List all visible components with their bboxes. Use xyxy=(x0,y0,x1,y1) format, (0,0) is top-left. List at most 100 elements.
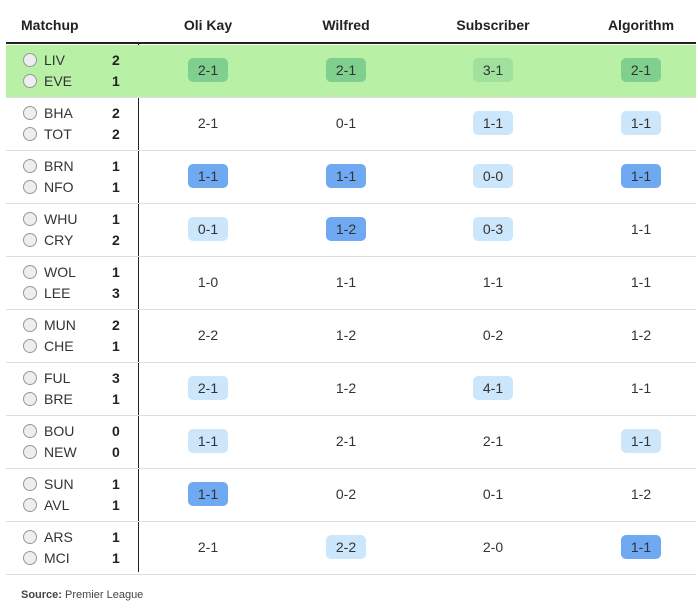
team-crest xyxy=(23,180,37,194)
away-score: 1 xyxy=(112,179,120,195)
prediction: 2-2 xyxy=(326,535,366,559)
prediction: 2-1 xyxy=(621,58,661,82)
away-team: EVE xyxy=(44,73,73,89)
team-crest xyxy=(23,477,37,491)
prediction: 1-0 xyxy=(197,274,219,290)
away-score: 1 xyxy=(112,391,120,407)
prediction: 0-1 xyxy=(188,217,228,241)
prediction: 2-1 xyxy=(335,433,357,449)
team-crest xyxy=(23,551,37,565)
home-team: ARS xyxy=(44,529,73,545)
away-score: 1 xyxy=(112,550,120,566)
match-row: BRN NFO 1 1 1-1 1-1 0-0 1-1 xyxy=(6,151,696,204)
prediction: 1-1 xyxy=(188,429,228,453)
prediction: 3-1 xyxy=(473,58,513,82)
away-team: CRY xyxy=(44,232,74,248)
header-rule xyxy=(6,42,696,44)
source-label: Source: xyxy=(21,589,62,601)
away-team: NEW xyxy=(44,444,77,460)
header-column: Algorithm xyxy=(607,17,675,33)
away-team: MCI xyxy=(44,550,70,566)
team-crest xyxy=(23,424,37,438)
prediction: 1-1 xyxy=(188,482,228,506)
home-team: BOU xyxy=(44,423,75,439)
home-team: LIV xyxy=(44,52,66,68)
match-row: ARS MCI 1 1 2-1 2-2 2-0 1-1 xyxy=(6,522,696,575)
prediction: 1-1 xyxy=(482,274,504,290)
prediction: 2-0 xyxy=(482,539,504,555)
prediction: 1-1 xyxy=(621,429,661,453)
home-score: 2 xyxy=(112,105,120,121)
header-matchup: Matchup xyxy=(21,17,79,33)
away-team: BRE xyxy=(44,391,73,407)
header-column: Wilfred xyxy=(322,17,370,33)
prediction: 2-1 xyxy=(188,376,228,400)
team-crest xyxy=(23,233,37,247)
team-crest xyxy=(23,392,37,406)
prediction: 1-1 xyxy=(630,221,652,237)
team-crest xyxy=(23,371,37,385)
prediction: 1-1 xyxy=(335,274,357,290)
team-crest xyxy=(23,127,37,141)
away-team: NFO xyxy=(44,179,74,195)
home-team: MUN xyxy=(44,317,76,333)
away-score: 0 xyxy=(112,444,120,460)
prediction: 0-1 xyxy=(335,115,357,131)
away-team: CHE xyxy=(44,338,74,354)
away-team: AVL xyxy=(44,497,70,513)
away-score: 1 xyxy=(112,497,120,513)
prediction: 1-2 xyxy=(335,327,357,343)
team-crest xyxy=(23,53,37,67)
home-team: BRN xyxy=(44,158,74,174)
home-score: 1 xyxy=(112,529,120,545)
prediction: 1-1 xyxy=(621,111,661,135)
prediction: 0-2 xyxy=(482,327,504,343)
away-score: 1 xyxy=(112,73,120,89)
prediction: 0-1 xyxy=(482,486,504,502)
team-crest xyxy=(23,318,37,332)
prediction: 2-1 xyxy=(188,58,228,82)
prediction: 1-2 xyxy=(630,327,652,343)
divider xyxy=(138,44,139,572)
prediction: 1-1 xyxy=(621,164,661,188)
prediction: 4-1 xyxy=(473,376,513,400)
home-team: FUL xyxy=(44,370,71,386)
home-score: 0 xyxy=(112,423,120,439)
source: Source: Premier League xyxy=(21,589,143,601)
match-row: FUL BRE 3 1 2-1 1-2 4-1 1-1 xyxy=(6,363,696,416)
home-team: SUN xyxy=(44,476,74,492)
home-team: WHU xyxy=(44,211,78,227)
prediction: 1-1 xyxy=(630,274,652,290)
prediction: 1-1 xyxy=(473,111,513,135)
prediction: 2-1 xyxy=(197,539,219,555)
prediction: 2-2 xyxy=(197,327,219,343)
team-crest xyxy=(23,74,37,88)
away-team: TOT xyxy=(44,126,72,142)
prediction: 1-1 xyxy=(188,164,228,188)
team-crest xyxy=(23,530,37,544)
home-team: WOL xyxy=(44,264,76,280)
team-crest xyxy=(23,339,37,353)
home-score: 3 xyxy=(112,370,120,386)
prediction: 0-2 xyxy=(335,486,357,502)
home-score: 1 xyxy=(112,211,120,227)
prediction: 1-1 xyxy=(630,380,652,396)
team-crest xyxy=(23,498,37,512)
prediction: 1-1 xyxy=(621,535,661,559)
away-score: 2 xyxy=(112,232,120,248)
home-score: 2 xyxy=(112,52,120,68)
team-crest xyxy=(23,212,37,226)
home-score: 1 xyxy=(112,158,120,174)
prediction: 2-1 xyxy=(326,58,366,82)
prediction: 1-1 xyxy=(326,164,366,188)
match-row: WHU CRY 1 2 0-1 1-2 0-3 1-1 xyxy=(6,204,696,257)
away-score: 3 xyxy=(112,285,120,301)
match-row: LIV EVE 2 1 2-1 2-1 3-1 2-1 xyxy=(6,45,696,98)
team-crest xyxy=(23,265,37,279)
prediction: 2-1 xyxy=(482,433,504,449)
header-column: Oli Kay xyxy=(183,17,233,33)
away-team: LEE xyxy=(44,285,71,301)
prediction: 1-2 xyxy=(335,380,357,396)
match-row: MUN CHE 2 1 2-2 1-2 0-2 1-2 xyxy=(6,310,696,363)
